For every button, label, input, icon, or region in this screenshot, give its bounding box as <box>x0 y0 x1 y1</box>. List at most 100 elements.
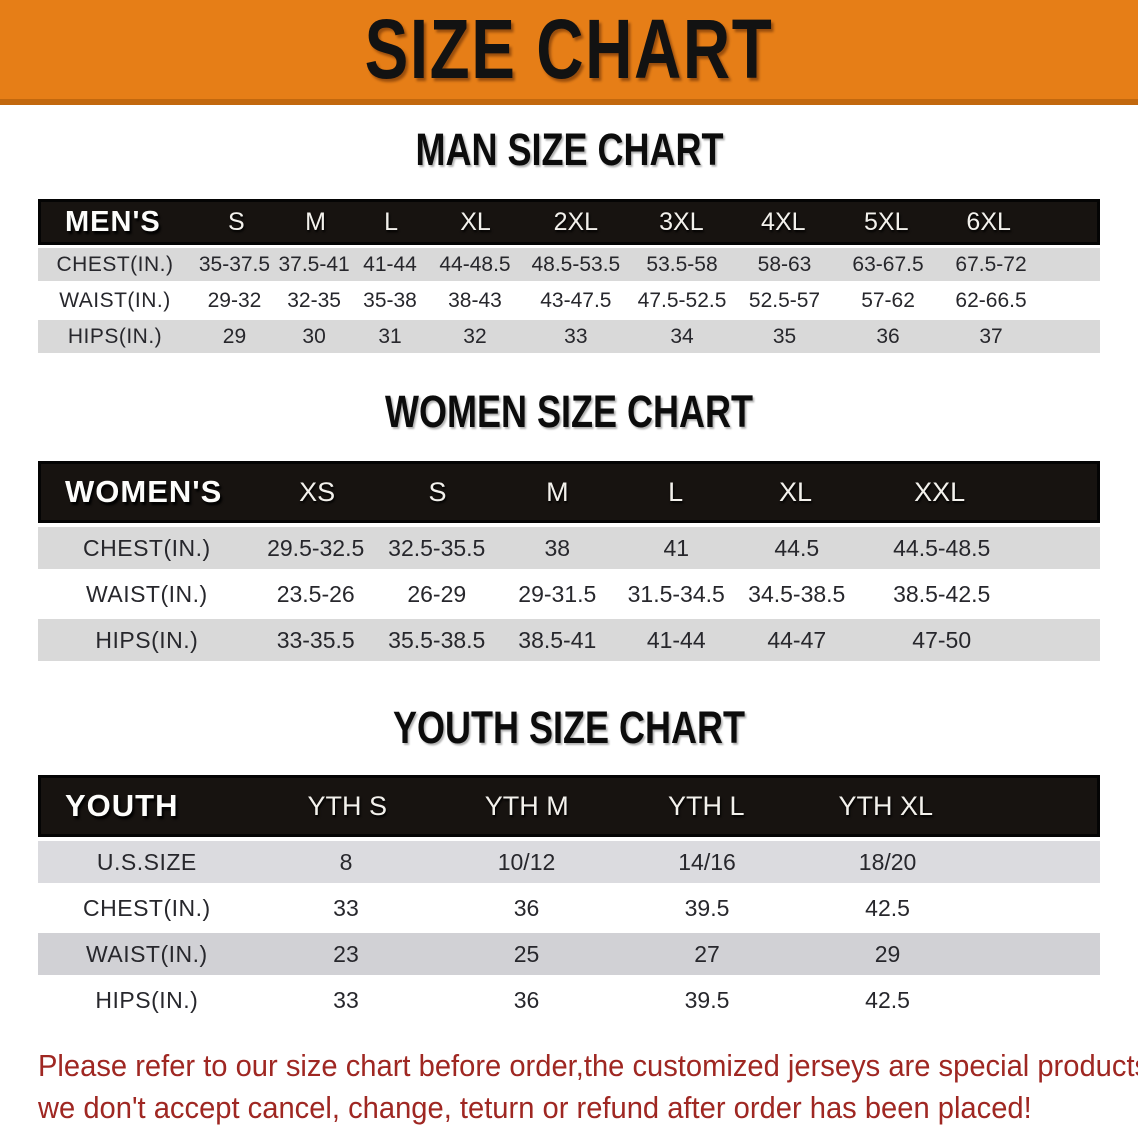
value-cell: 35-38 <box>363 288 417 312</box>
women-size-col-l: L <box>668 476 684 507</box>
value-cell: 35 <box>772 324 797 348</box>
value-cell: 38 <box>544 534 571 561</box>
youth-size-col-xl: YTH XL <box>838 790 934 821</box>
women-size-table: WOMEN'S XS S M L XL XXL CHEST(IN.) 29.5-… <box>38 461 1100 661</box>
value-cell: 31.5-34.5 <box>627 580 725 607</box>
row-label: HIPS(IN.) <box>95 986 199 1013</box>
value-cell: 39.5 <box>684 986 730 1013</box>
value-cell: 34.5-38.5 <box>748 580 846 607</box>
women-size-col-xs: XS <box>299 476 336 507</box>
women-section-title: WOMEN SIZE CHART <box>0 385 1138 439</box>
value-cell: 44.5-48.5 <box>893 534 991 561</box>
value-cell: 41-44 <box>363 252 417 276</box>
women-waist-row: WAIST(IN.) 23.5-26 26-29 29-31.5 31.5-34… <box>38 573 1100 615</box>
women-hips-row: HIPS(IN.) 33-35.5 35.5-38.5 38.5-41 41-4… <box>38 619 1100 661</box>
row-label: U.S.SIZE <box>96 848 197 875</box>
men-size-table: MEN'S S M L XL 2XL 3XL 4XL 5XL 6XL CHEST… <box>38 199 1100 353</box>
value-cell: 52.5-57 <box>748 288 821 312</box>
value-cell: 38.5-42.5 <box>893 580 991 607</box>
value-cell: 38.5-41 <box>518 626 597 653</box>
men-size-col-3xl: 3XL <box>659 207 704 236</box>
value-cell: 30 <box>302 324 326 348</box>
value-cell: 44-47 <box>767 626 827 653</box>
footer-line-1: Please refer to our size chart before or… <box>38 1048 1138 1083</box>
row-label: HIPS(IN.) <box>67 324 163 348</box>
value-cell: 58-63 <box>757 252 812 276</box>
value-cell: 23.5-26 <box>276 580 355 607</box>
youth-header-label: YOUTH <box>65 788 179 823</box>
value-cell: 62-66.5 <box>955 288 1027 312</box>
men-size-col-l: L <box>384 207 398 236</box>
women-section-title-text: WOMEN SIZE CHART <box>384 386 753 437</box>
value-cell: 41-44 <box>646 626 706 653</box>
value-cell: 33 <box>333 894 359 921</box>
men-hips-row: HIPS(IN.) 29 30 31 32 33 34 35 36 37 <box>38 320 1100 353</box>
value-cell: 44.5 <box>774 534 820 561</box>
women-size-col-xl: XL <box>778 476 812 507</box>
women-size-col-m: M <box>546 476 569 507</box>
value-cell: 26-29 <box>407 580 467 607</box>
row-label: CHEST(IN.) <box>56 252 174 276</box>
men-size-col-2xl: 2XL <box>553 207 599 236</box>
youth-section-title: YOUTH SIZE CHART <box>0 701 1138 755</box>
men-header-label: MEN'S <box>65 205 161 238</box>
men-section-title-text: MAN SIZE CHART <box>414 124 723 175</box>
row-label: CHEST(IN.) <box>83 894 211 921</box>
youth-waist-row: WAIST(IN.) 23 25 27 29 <box>38 933 1100 975</box>
value-cell: 67.5-72 <box>955 252 1027 276</box>
value-cell: 41 <box>663 534 690 561</box>
value-cell: 57-62 <box>861 288 915 312</box>
value-cell: 33 <box>333 986 359 1013</box>
men-chest-row: CHEST(IN.) 35-37.5 37.5-41 41-44 44-48.5… <box>38 248 1100 281</box>
men-section-title: MAN SIZE CHART <box>0 123 1138 177</box>
value-cell: 10/12 <box>497 848 556 875</box>
value-cell: 23 <box>333 940 359 967</box>
value-cell: 29.5-32.5 <box>267 534 365 561</box>
value-cell: 27 <box>694 940 720 967</box>
women-size-col-xxl: XXL <box>914 476 966 507</box>
women-size-col-s: S <box>428 476 447 507</box>
value-cell: 34 <box>670 324 694 348</box>
youth-size-col-s: YTH S <box>307 790 387 821</box>
value-cell: 8 <box>339 848 353 875</box>
footer-note: Please refer to our size chart before or… <box>0 1021 1138 1129</box>
youth-size-col-l: YTH L <box>667 790 745 821</box>
value-cell: 33 <box>564 324 588 348</box>
value-cell: 25 <box>513 940 540 967</box>
value-cell: 39.5 <box>684 894 730 921</box>
value-cell: 32-35 <box>287 288 341 312</box>
banner: SIZE CHART <box>0 0 1138 105</box>
row-label: WAIST(IN.) <box>86 580 208 607</box>
row-label: HIPS(IN.) <box>95 626 199 653</box>
value-cell: 44-48.5 <box>439 252 511 276</box>
row-label: CHEST(IN.) <box>83 534 211 561</box>
row-label: WAIST(IN.) <box>59 288 171 312</box>
value-cell: 37 <box>979 324 1003 348</box>
value-cell: 29-31.5 <box>518 580 597 607</box>
value-cell: 32 <box>463 324 487 348</box>
youth-size-col-m: YTH M <box>484 790 569 821</box>
banner-title: SIZE CHART <box>364 2 774 96</box>
value-cell: 32.5-35.5 <box>388 534 486 561</box>
men-size-col-s: S <box>228 207 245 236</box>
men-size-col-6xl: 6XL <box>966 207 1011 236</box>
youth-size-table: YOUTH YTH S YTH M YTH L YTH XL U.S.SIZE … <box>38 775 1100 1021</box>
men-waist-row: WAIST(IN.) 29-32 32-35 35-38 38-43 43-47… <box>38 284 1100 317</box>
value-cell: 47-50 <box>912 626 972 653</box>
value-cell: 33-35.5 <box>276 626 355 653</box>
value-cell: 31 <box>378 324 402 348</box>
value-cell: 29 <box>874 940 901 967</box>
value-cell: 35.5-38.5 <box>388 626 486 653</box>
youth-section-title-text: YOUTH SIZE CHART <box>392 702 745 753</box>
men-size-col-5xl: 5XL <box>864 207 909 236</box>
footer-line-2: we don't accept cancel, change, teturn o… <box>38 1090 1032 1125</box>
value-cell: 48.5-53.5 <box>531 252 621 276</box>
men-size-col-m: M <box>305 207 326 236</box>
value-cell: 35-37.5 <box>198 252 271 276</box>
value-cell: 36 <box>876 324 900 348</box>
women-header-label: WOMEN'S <box>65 474 223 509</box>
value-cell: 18/20 <box>858 848 917 875</box>
youth-chest-row: CHEST(IN.) 33 36 39.5 42.5 <box>38 887 1100 929</box>
value-cell: 42.5 <box>865 986 910 1013</box>
youth-table-header: YOUTH YTH S YTH M YTH L YTH XL <box>38 775 1100 837</box>
